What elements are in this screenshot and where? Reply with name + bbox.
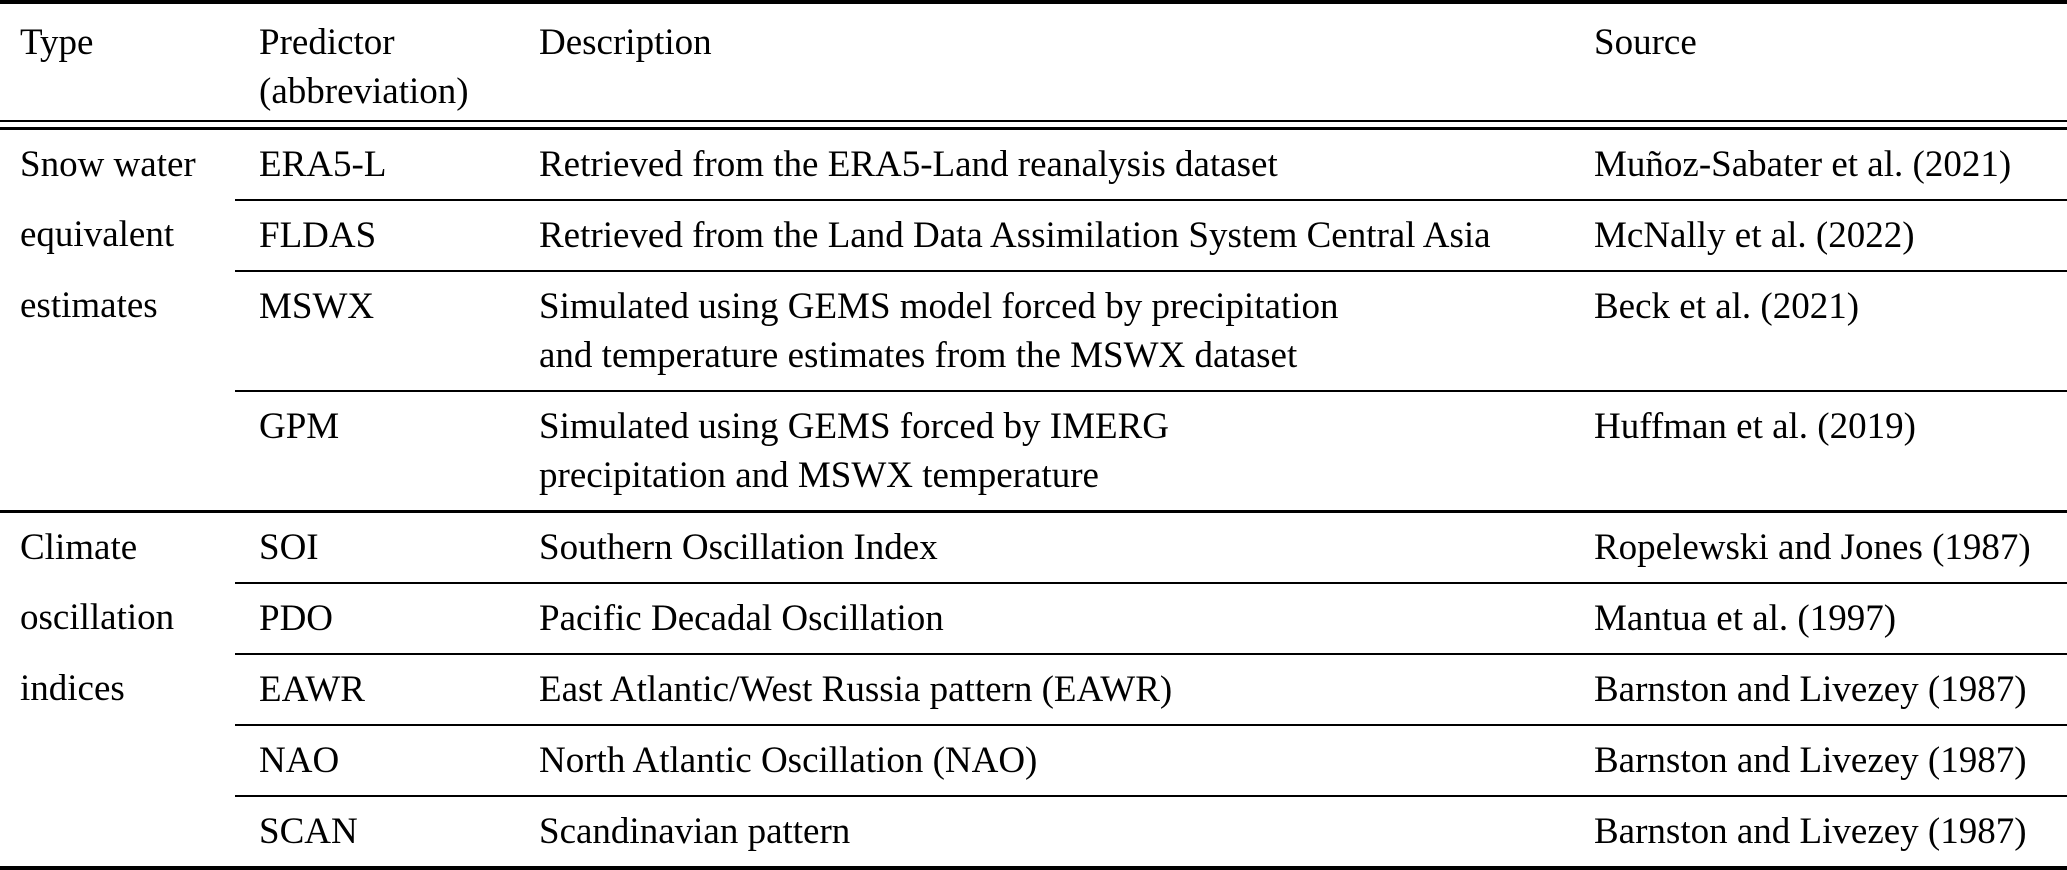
description-cell: Retrieved from the ERA5-Land reanalysis …: [515, 130, 1570, 201]
type-cell: Snow water: [0, 130, 235, 200]
description-cell: Pacific Decadal Oscillation: [515, 583, 1570, 655]
source-cell: Barnston and Livezey (1987): [1570, 654, 2067, 726]
type-cell: indices: [0, 654, 235, 725]
type-label: oscillation: [20, 597, 175, 638]
double-rule-line: [0, 120, 2067, 130]
predictor-label: MSWX: [259, 286, 375, 327]
table-row-scan: SCAN Scandinavian pattern Barnston and L…: [0, 796, 2067, 868]
source-citation: McNally et al. (2022): [1594, 215, 1915, 256]
description-text: Southern Oscillation Index: [539, 527, 938, 568]
type-cell: equivalent: [0, 200, 235, 271]
type-label: estimates: [20, 285, 158, 326]
description-cell: Retrieved from the Land Data Assimilatio…: [515, 200, 1570, 272]
table-row-soi: Climate SOI Southern Oscillation Index R…: [0, 513, 2067, 584]
column-header-source: Source: [1570, 2, 2067, 120]
source-cell: Barnston and Livezey (1987): [1570, 796, 2067, 868]
table-row-fldas: equivalent FLDAS Retrieved from the Land…: [0, 200, 2067, 272]
source-citation: Beck et al. (2021): [1594, 286, 1860, 327]
predictor-cell: ERA5-L: [235, 130, 515, 201]
source-citation: Ropelewski and Jones (1987): [1594, 527, 2031, 568]
description-text-line2: precipitation and MSWX temperature: [539, 455, 1099, 496]
table-row-mswx: estimates MSWX Simulated using GEMS mode…: [0, 271, 2067, 392]
predictor-cell: EAWR: [235, 654, 515, 726]
description-text: Retrieved from the Land Data Assimilatio…: [539, 215, 1491, 256]
predictor-label: NAO: [259, 740, 340, 781]
source-cell: Beck et al. (2021): [1570, 271, 2067, 392]
description-text-line1: Simulated using GEMS forced by IMERG: [539, 406, 1169, 447]
column-header-predictor-line2: (abbreviation): [259, 71, 469, 112]
description-text-line1: Simulated using GEMS model forced by pre…: [539, 286, 1339, 327]
predictor-label: ERA5-L: [259, 144, 387, 185]
source-cell: Ropelewski and Jones (1987): [1570, 513, 2067, 584]
column-header-description-label: Description: [539, 22, 712, 63]
source-cell: Huffman et al. (2019): [1570, 391, 2067, 510]
source-citation: Barnston and Livezey (1987): [1594, 740, 2027, 781]
description-text-line2: and temperature estimates from the MSWX …: [539, 335, 1298, 376]
predictor-label: FLDAS: [259, 215, 377, 256]
column-header-source-label: Source: [1594, 22, 1697, 63]
description-text: Retrieved from the ERA5-Land reanalysis …: [539, 144, 1278, 185]
predictor-label: SOI: [259, 527, 319, 568]
description-cell: Scandinavian pattern: [515, 796, 1570, 868]
group-separator-line: [0, 510, 2067, 513]
description-text: East Atlantic/West Russia pattern (EAWR): [539, 669, 1173, 710]
column-header-predictor-line1: Predictor: [259, 22, 395, 63]
source-cell: Barnston and Livezey (1987): [1570, 725, 2067, 797]
predictor-label: EAWR: [259, 669, 365, 710]
header-double-rule: [0, 120, 2067, 130]
description-text: North Atlantic Oscillation (NAO): [539, 740, 1038, 781]
header-row: Type Predictor (abbreviation) Descriptio…: [0, 2, 2067, 120]
description-cell: Simulated using GEMS forced by IMERG pre…: [515, 391, 1570, 510]
description-text: Scandinavian pattern: [539, 811, 851, 852]
source-citation: Mantua et al. (1997): [1594, 598, 1897, 639]
group-separator-rule: [0, 510, 2067, 513]
type-label: Snow water: [20, 144, 196, 185]
type-cell: estimates: [0, 271, 235, 391]
description-text: Pacific Decadal Oscillation: [539, 598, 944, 639]
type-label: equivalent: [20, 214, 175, 255]
column-header-type-label: Type: [20, 22, 94, 63]
source-citation: Barnston and Livezey (1987): [1594, 669, 2027, 710]
description-cell: Southern Oscillation Index: [515, 513, 1570, 584]
predictor-label: PDO: [259, 598, 334, 639]
predictor-cell: MSWX: [235, 271, 515, 392]
table-row-era5l: Snow water ERA5-L Retrieved from the ERA…: [0, 130, 2067, 201]
type-cell: [0, 796, 235, 868]
table-row-eawr: indices EAWR East Atlantic/West Russia p…: [0, 654, 2067, 726]
predictor-cell: GPM: [235, 391, 515, 510]
source-citation: Barnston and Livezey (1987): [1594, 811, 2027, 852]
description-cell: East Atlantic/West Russia pattern (EAWR): [515, 654, 1570, 726]
type-cell: [0, 391, 235, 510]
predictor-cell: FLDAS: [235, 200, 515, 272]
column-header-predictor: Predictor (abbreviation): [235, 2, 515, 120]
type-cell: [0, 725, 235, 796]
source-cell: Mantua et al. (1997): [1570, 583, 2067, 655]
predictor-label: SCAN: [259, 811, 358, 852]
predictor-cell: SCAN: [235, 796, 515, 868]
column-header-description: Description: [515, 2, 1570, 120]
source-citation: Huffman et al. (2019): [1594, 406, 1916, 447]
type-cell: Climate: [0, 513, 235, 583]
column-header-type: Type: [0, 2, 235, 120]
type-label: indices: [20, 668, 125, 709]
predictor-cell: NAO: [235, 725, 515, 797]
source-cell: McNally et al. (2022): [1570, 200, 2067, 272]
table-row-gpm: GPM Simulated using GEMS forced by IMERG…: [0, 391, 2067, 510]
description-cell: North Atlantic Oscillation (NAO): [515, 725, 1570, 797]
source-citation: Muñoz-Sabater et al. (2021): [1594, 144, 2012, 185]
type-label: Climate: [20, 527, 138, 568]
table-row-pdo: oscillation PDO Pacific Decadal Oscillat…: [0, 583, 2067, 655]
source-cell: Muñoz-Sabater et al. (2021): [1570, 130, 2067, 201]
table-row-nao: NAO North Atlantic Oscillation (NAO) Bar…: [0, 725, 2067, 797]
predictor-cell: PDO: [235, 583, 515, 655]
type-cell: oscillation: [0, 583, 235, 654]
predictor-label: GPM: [259, 406, 340, 447]
description-cell: Simulated using GEMS model forced by pre…: [515, 271, 1570, 392]
predictor-cell: SOI: [235, 513, 515, 584]
